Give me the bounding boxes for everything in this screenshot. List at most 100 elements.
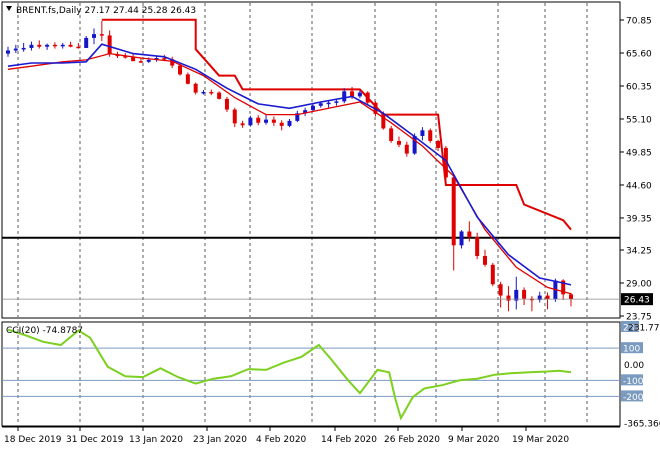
candle-body: [279, 122, 284, 126]
candle-body: [396, 140, 401, 145]
time-axis-label: 13 Jan 2020: [129, 435, 183, 445]
price-axis-label: 34.25: [626, 247, 652, 257]
candle-body: [178, 65, 183, 75]
candle-body: [232, 109, 237, 124]
candle-body: [443, 147, 448, 178]
candle-body: [436, 140, 441, 148]
candle-body: [123, 56, 128, 58]
candle-body: [365, 92, 370, 103]
time-axis-label: 4 Feb 2020: [256, 435, 307, 445]
time-axis-label: 19 Mar 2020: [512, 435, 569, 445]
time-axis-label: 23 Jan 2020: [193, 435, 247, 445]
candle-body: [224, 98, 229, 110]
cci-level-label-box: [621, 390, 643, 402]
candle-body: [60, 44, 65, 47]
candle-body: [52, 44, 57, 47]
candle-body: [428, 130, 433, 141]
cci-level-label-box: [621, 342, 643, 354]
candle-body: [287, 120, 292, 126]
price-axis-label: 49.85: [626, 148, 652, 158]
triangle-down-icon[interactable]: [6, 6, 12, 11]
price-axis-label: 55.10: [626, 115, 652, 125]
price-axis-label: 70.85: [626, 17, 652, 27]
candle-body: [350, 91, 355, 97]
cci-level-label: -200: [623, 393, 644, 403]
candle-body: [45, 44, 50, 47]
time-axis-label: 14 Feb 2020: [321, 435, 377, 445]
candle-body: [37, 44, 42, 47]
candle-body: [522, 289, 527, 299]
candle-body: [271, 119, 276, 123]
candle-body: [506, 295, 511, 301]
price-panel[interactable]: 70.85 65.60 60.35 55.10 49.85 44.60 39.35 34.25…: [1, 1, 653, 323]
time-axis-label: 18 Dec 2019: [4, 435, 62, 445]
cci-panel-header: CCI(20) -74.8787: [6, 326, 83, 336]
candle-body: [201, 91, 206, 94]
candle-body: [412, 135, 417, 154]
candle-body: [326, 102, 331, 105]
cci-level-lines: [2, 347, 620, 397]
price-axis-label: 23.75: [626, 313, 652, 323]
price-axis-label: 39.35: [626, 214, 652, 224]
candle-body: [467, 231, 472, 238]
price-axis-label: 60.35: [626, 82, 652, 92]
candle-body: [162, 58, 167, 60]
price-axis-label: 65.60: [626, 49, 652, 59]
candle-body: [561, 280, 566, 295]
ma-fast-line: [7, 43, 572, 286]
candle-body: [537, 295, 542, 300]
price-axis-label: 29.00: [626, 280, 652, 290]
candle-body: [138, 61, 143, 63]
cci-level-label-box: [621, 374, 643, 386]
candle-body: [490, 264, 495, 285]
time-axis-label: 26 Feb 2020: [384, 435, 440, 445]
candle-body: [6, 50, 10, 54]
candle-body: [21, 47, 26, 50]
candle-body: [303, 110, 308, 114]
candle-body: [498, 284, 503, 296]
candle-body: [357, 92, 362, 97]
candle-body: [381, 113, 386, 129]
candle-body: [310, 105, 315, 111]
time-axis-label: 9 Mar 2020: [448, 435, 500, 445]
candle-body: [451, 177, 456, 246]
candle-body: [459, 231, 464, 246]
candle-body: [29, 44, 34, 48]
price-axis-label: 44.60: [626, 181, 652, 191]
candle-body: [569, 294, 573, 300]
candle-body: [131, 57, 136, 62]
candle-body: [404, 144, 409, 154]
candle-body: [13, 48, 18, 51]
candle-body: [318, 103, 323, 106]
candle-body: [193, 83, 198, 93]
cci-axis-label: 231.7784: [628, 324, 660, 334]
cci-axis-label: 0.00: [624, 361, 644, 371]
candle-body: [170, 59, 175, 66]
candle-body: [240, 123, 245, 126]
candle-body: [92, 34, 97, 38]
cci-level-label-box: [621, 321, 639, 332]
cci-axis-label: -365.366: [624, 420, 660, 430]
candle-body: [295, 113, 300, 121]
candle-body: [482, 255, 487, 265]
current-price-label: 26.43: [624, 296, 650, 306]
candle-body: [185, 74, 190, 84]
candle-body: [420, 130, 425, 136]
cci-path: [7, 328, 572, 421]
price-panel-frame: [1, 1, 621, 319]
candle-body: [248, 117, 253, 126]
current-price-label-box: [621, 293, 653, 306]
candle-body: [389, 128, 394, 141]
candle-body: [217, 92, 222, 99]
candle-body: [146, 59, 151, 62]
candle-body: [76, 46, 81, 49]
cci-line: [7, 328, 572, 421]
candle-body: [342, 91, 347, 102]
candle-body: [68, 44, 73, 47]
candle-body: [99, 34, 104, 36]
cci-panel-frame: [1, 321, 621, 427]
cci-level-label: 231: [623, 324, 640, 334]
